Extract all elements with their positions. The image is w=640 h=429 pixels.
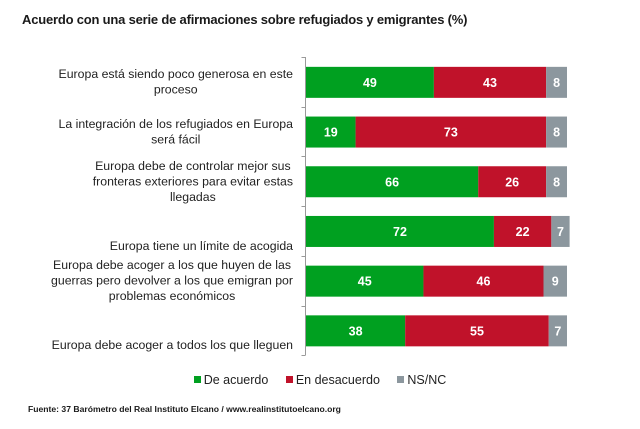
- bar-de-acuerdo: [306, 66, 434, 98]
- data-label: 8: [553, 175, 560, 189]
- legend-label: De acuerdo: [203, 373, 269, 387]
- bar-en-desacuerdo: [355, 116, 547, 148]
- legend-item-de-acuerdo: De acuerdo: [193, 373, 269, 387]
- bar-ns-nc: [546, 116, 567, 148]
- data-label: 46: [477, 275, 491, 289]
- bar-en-desacuerdo: [478, 166, 547, 198]
- legend-item-en-desacuerdo: En desacuerdo: [285, 373, 380, 387]
- data-label: 26: [505, 175, 519, 189]
- category-label-line: guerras pero devolver a los que emigran …: [51, 274, 293, 288]
- stacked-bar-chart: 49 43 8 Europa está siendo poco generosa en…: [51, 57, 570, 356]
- category-label-line: proceso: [154, 83, 198, 97]
- category-label: Europa debe acoger a los que huyen de la…: [51, 258, 293, 303]
- category-label: Europa debe acoger a todos los que llegu…: [52, 338, 293, 352]
- bar-de-acuerdo: [306, 166, 479, 198]
- bar-de-acuerdo: [306, 315, 406, 347]
- bar-ns-nc: [543, 265, 567, 297]
- category-label: Europa debe de controlar mejor sus fronte…: [93, 159, 293, 204]
- source-note: Fuente: 37 Barómetro del Real Instituto …: [28, 404, 341, 414]
- data-label: 7: [557, 225, 564, 239]
- category-label: Europa está siendo poco generosa en este…: [59, 67, 294, 97]
- category-label: Europa tiene un límite de acogida: [110, 239, 293, 253]
- data-label: 9: [552, 275, 559, 289]
- bar-en-desacuerdo: [493, 215, 552, 247]
- legend-item-ns-nc: NS/NC: [397, 373, 446, 387]
- bar-ns-nc: [546, 66, 567, 98]
- bar-en-desacuerdo: [433, 66, 547, 98]
- data-label: 73: [444, 126, 458, 140]
- data-label: 49: [363, 76, 377, 90]
- data-label: 55: [470, 324, 484, 338]
- data-label: 19: [324, 126, 338, 140]
- category-label-line: fronteras exteriores para evitar estas: [93, 174, 293, 188]
- category-label-line: Europa tiene un límite de acogida: [110, 239, 293, 253]
- category-label: La integración de los refugiados en Euro…: [59, 117, 294, 147]
- bar-de-acuerdo: [306, 215, 494, 247]
- legend: De acuerdo En desacuerdo NS/NC: [0, 373, 640, 387]
- data-label: 38: [349, 324, 363, 338]
- legend-swatch-de-acuerdo: [193, 376, 201, 383]
- bar-ns-nc: [546, 166, 567, 198]
- data-label: 22: [516, 225, 530, 239]
- data-label: 72: [393, 225, 407, 239]
- data-label: 45: [358, 275, 372, 289]
- category-label-line: Europa debe de controlar mejor sus: [95, 159, 291, 173]
- bar-en-desacuerdo: [423, 265, 544, 297]
- legend-label: En desacuerdo: [295, 373, 380, 387]
- bar-ns-nc: [551, 215, 570, 247]
- data-label: 43: [483, 76, 497, 90]
- bar-ns-nc: [548, 315, 567, 347]
- category-label-line: problemas económicos: [109, 289, 235, 303]
- category-label-line: Europa debe acoger a todos los que llegu…: [52, 338, 293, 352]
- category-label-line: llegadas: [170, 190, 216, 204]
- legend-label: NS/NC: [407, 373, 447, 387]
- bar-en-desacuerdo: [405, 315, 549, 347]
- legend-swatch-en-desacuerdo: [285, 376, 293, 383]
- category-label-line: Europa debe acoger a los que huyen de la…: [53, 258, 291, 272]
- data-label: 7: [554, 324, 561, 338]
- data-label: 8: [553, 76, 560, 90]
- bar-de-acuerdo: [306, 265, 424, 297]
- chart-title: Acuerdo con una serie de afirmaciones so…: [22, 12, 468, 27]
- bar-de-acuerdo: [306, 116, 356, 148]
- data-label: 66: [385, 175, 399, 189]
- data-label: 8: [553, 126, 560, 140]
- category-label-line: Europa está siendo poco generosa en este: [59, 67, 294, 81]
- category-label-line: La integración de los refugiados en Euro…: [59, 117, 294, 131]
- legend-swatch-ns-nc: [397, 376, 405, 383]
- category-label-line: será fácil: [151, 132, 200, 146]
